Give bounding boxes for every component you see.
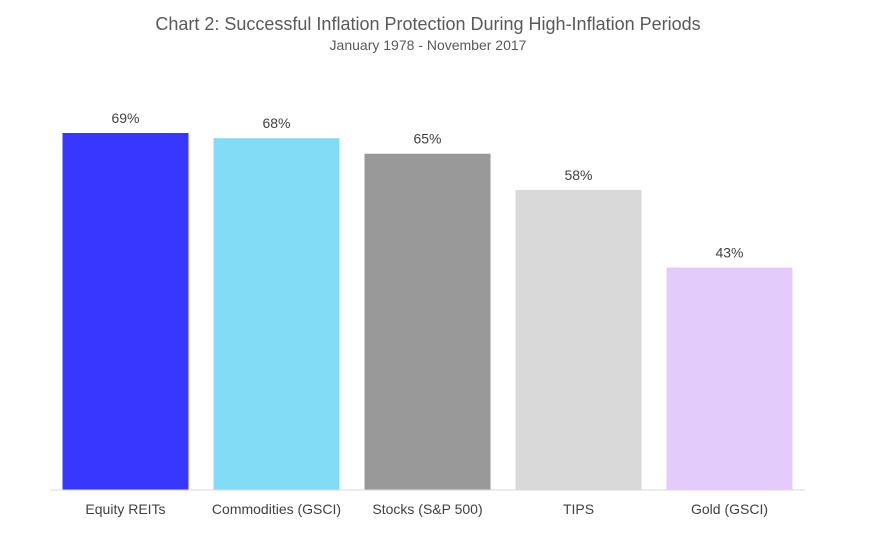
bar-4: [666, 267, 793, 490]
category-label-3: TIPS: [563, 501, 594, 517]
chart-subtitle: January 1978 - November 2017: [329, 37, 527, 53]
bar-1: [213, 138, 340, 490]
data-label-1: 68%: [262, 115, 290, 131]
data-label-4: 43%: [715, 245, 743, 261]
chart-title: Chart 2: Successful Inflation Protection…: [155, 14, 701, 34]
data-label-2: 65%: [413, 131, 441, 147]
bar-0: [62, 133, 189, 490]
category-label-1: Commodities (GSCI): [212, 501, 341, 517]
category-label-4: Gold (GSCI): [691, 501, 768, 517]
bar-2: [364, 153, 491, 490]
labels-layer: 69% Equity REITs 68% Commodities (GSCI) 65% S…: [85, 110, 768, 517]
bar-3: [515, 189, 642, 490]
data-label-0: 69%: [111, 110, 139, 126]
bars-layer: [62, 133, 793, 490]
category-label-0: Equity REITs: [85, 501, 165, 517]
category-label-2: Stocks (S&P 500): [372, 501, 482, 517]
data-label-3: 58%: [564, 167, 592, 183]
